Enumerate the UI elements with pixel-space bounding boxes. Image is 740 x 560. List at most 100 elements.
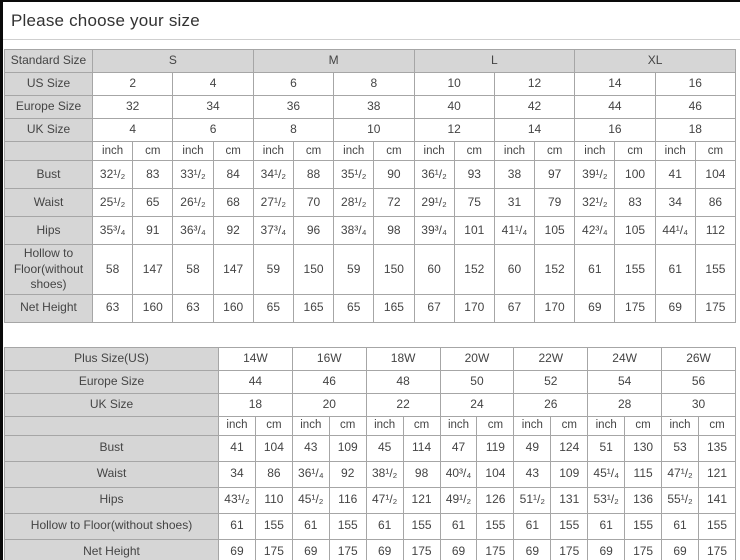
value-cell: M (252, 49, 415, 73)
value-cell: 105 (534, 216, 576, 245)
row-header-cell: Hollow to Floor(without shoes) (4, 244, 93, 295)
row-header-cell (4, 141, 93, 161)
row-header-cell (4, 415, 219, 436)
value-cell: 47 (439, 434, 478, 462)
value-cell: 170 (453, 293, 495, 323)
value-cell: 33¹/₂ (172, 160, 214, 189)
value-cell: 22W (513, 346, 589, 371)
table-row: Standard Size S M L XL (4, 49, 736, 73)
value-cell: 10 (333, 118, 415, 142)
value-cell: 18W (365, 346, 441, 371)
value-cell: 92 (328, 460, 367, 488)
value-cell: 104 (254, 434, 293, 462)
value-cell: 43¹/₂ (218, 486, 256, 514)
value-cell: 49¹/₂ (439, 486, 478, 514)
value-cell: 43 (291, 434, 330, 462)
value-cell: 121 (697, 460, 737, 488)
unit-cell: inch (252, 141, 294, 161)
unit-cell: cm (624, 415, 663, 436)
value-cell: 20 (291, 392, 367, 417)
value-cell: 135 (697, 434, 737, 462)
table-row: Waist 25¹/₂ 65 26¹/₂ 68 27¹/₂ 70 28¹/₂ 72 29¹/₂ 75… (4, 188, 737, 217)
value-cell: 6 (172, 118, 254, 142)
value-cell: 175 (254, 538, 293, 560)
value-cell: 175 (476, 538, 515, 560)
value-cell: 61 (661, 512, 699, 540)
value-cell: 28 (587, 392, 663, 417)
value-cell: 32 (91, 95, 174, 119)
value-cell: 36¹/₂ (413, 160, 455, 189)
value-cell: 61 (439, 512, 478, 540)
value-cell: 53 (661, 434, 699, 462)
value-cell: 6 (252, 72, 335, 96)
unit-cell: cm (453, 141, 495, 161)
table-row: US Size 2 4 6 8 10 12 14 16 (4, 72, 737, 96)
value-cell: 4 (91, 118, 174, 142)
value-cell: 97 (534, 160, 576, 189)
value-cell: 44¹/₄ (654, 216, 696, 245)
table-row: UK Size 18 20 22 24 26 28 30 (4, 392, 736, 417)
value-cell: 65 (333, 293, 375, 323)
value-cell: 130 (624, 434, 663, 462)
value-cell: L (413, 49, 576, 73)
value-cell: 46 (654, 95, 737, 119)
value-cell: 36³/₄ (172, 216, 214, 245)
value-cell: 109 (550, 460, 589, 488)
unit-cell: cm (402, 415, 441, 436)
unit-cell: cm (373, 141, 415, 161)
row-header-cell: Europe Size (4, 95, 93, 119)
value-cell: 56 (661, 369, 736, 394)
value-cell: 147 (212, 244, 254, 295)
unit-cell: inch (218, 415, 256, 436)
value-cell: 69 (654, 293, 696, 323)
value-cell: 92 (212, 216, 254, 245)
value-cell: 61 (654, 244, 696, 295)
value-cell: 112 (694, 216, 737, 245)
value-cell: XL (574, 49, 736, 73)
value-cell: 8 (333, 72, 415, 96)
value-cell: 58 (91, 244, 134, 295)
value-cell: 110 (254, 486, 293, 514)
value-cell: 63 (91, 293, 134, 323)
table-row: Net Height 63 160 63 160 65 165 65 165 67 170 67 170… (4, 293, 737, 323)
value-cell: 31 (493, 188, 536, 217)
value-cell: 38 (333, 95, 415, 119)
value-cell: 32¹/₂ (91, 160, 134, 189)
table-row: Hollow to Floor(without shoes) 58 147 58 147… (4, 244, 737, 295)
value-cell: 155 (624, 512, 663, 540)
unit-cell: inch (439, 415, 478, 436)
value-cell: 91 (132, 216, 174, 245)
row-header-cell: Waist (4, 188, 93, 217)
table-row: Hollow to Floor(without shoes) 61 155 61 155… (4, 512, 737, 540)
value-cell: 147 (132, 244, 174, 295)
value-cell: 61 (365, 512, 404, 540)
row-header-cell: Hips (4, 216, 93, 245)
row-header-cell: Bust (4, 160, 93, 189)
value-cell: 4 (172, 72, 254, 96)
value-cell: 2 (91, 72, 174, 96)
value-cell: 24 (439, 392, 515, 417)
value-cell: 136 (624, 486, 663, 514)
value-cell: 104 (694, 160, 737, 189)
value-cell: 79 (534, 188, 576, 217)
value-cell: 14 (574, 72, 656, 96)
value-cell: 86 (254, 460, 293, 488)
unit-cell: inch (493, 141, 536, 161)
value-cell: 175 (624, 538, 663, 560)
value-cell: 69 (661, 538, 699, 560)
value-cell: 115 (624, 460, 663, 488)
table-row: Net Height 69 175 69 175 69 175 69 175 69 175 69 175… (4, 538, 737, 560)
table-row: Waist 34 86 36¹/₄ 92 38¹/₂ 98 40³/₄ 104 43 109 45¹/… (4, 460, 737, 488)
value-cell: 175 (697, 538, 737, 560)
value-cell: 72 (373, 188, 415, 217)
unit-cell: inch (661, 415, 699, 436)
table-row: Plus Size(US) 14W 16W 18W 20W 22W 24W 26W (4, 346, 736, 371)
value-cell: 12 (493, 72, 576, 96)
value-cell: 121 (402, 486, 441, 514)
value-cell: 86 (694, 188, 737, 217)
value-cell: 54 (587, 369, 663, 394)
value-cell: 69 (574, 293, 616, 323)
value-cell: 45¹/₄ (587, 460, 626, 488)
unit-cell: inch (333, 141, 375, 161)
